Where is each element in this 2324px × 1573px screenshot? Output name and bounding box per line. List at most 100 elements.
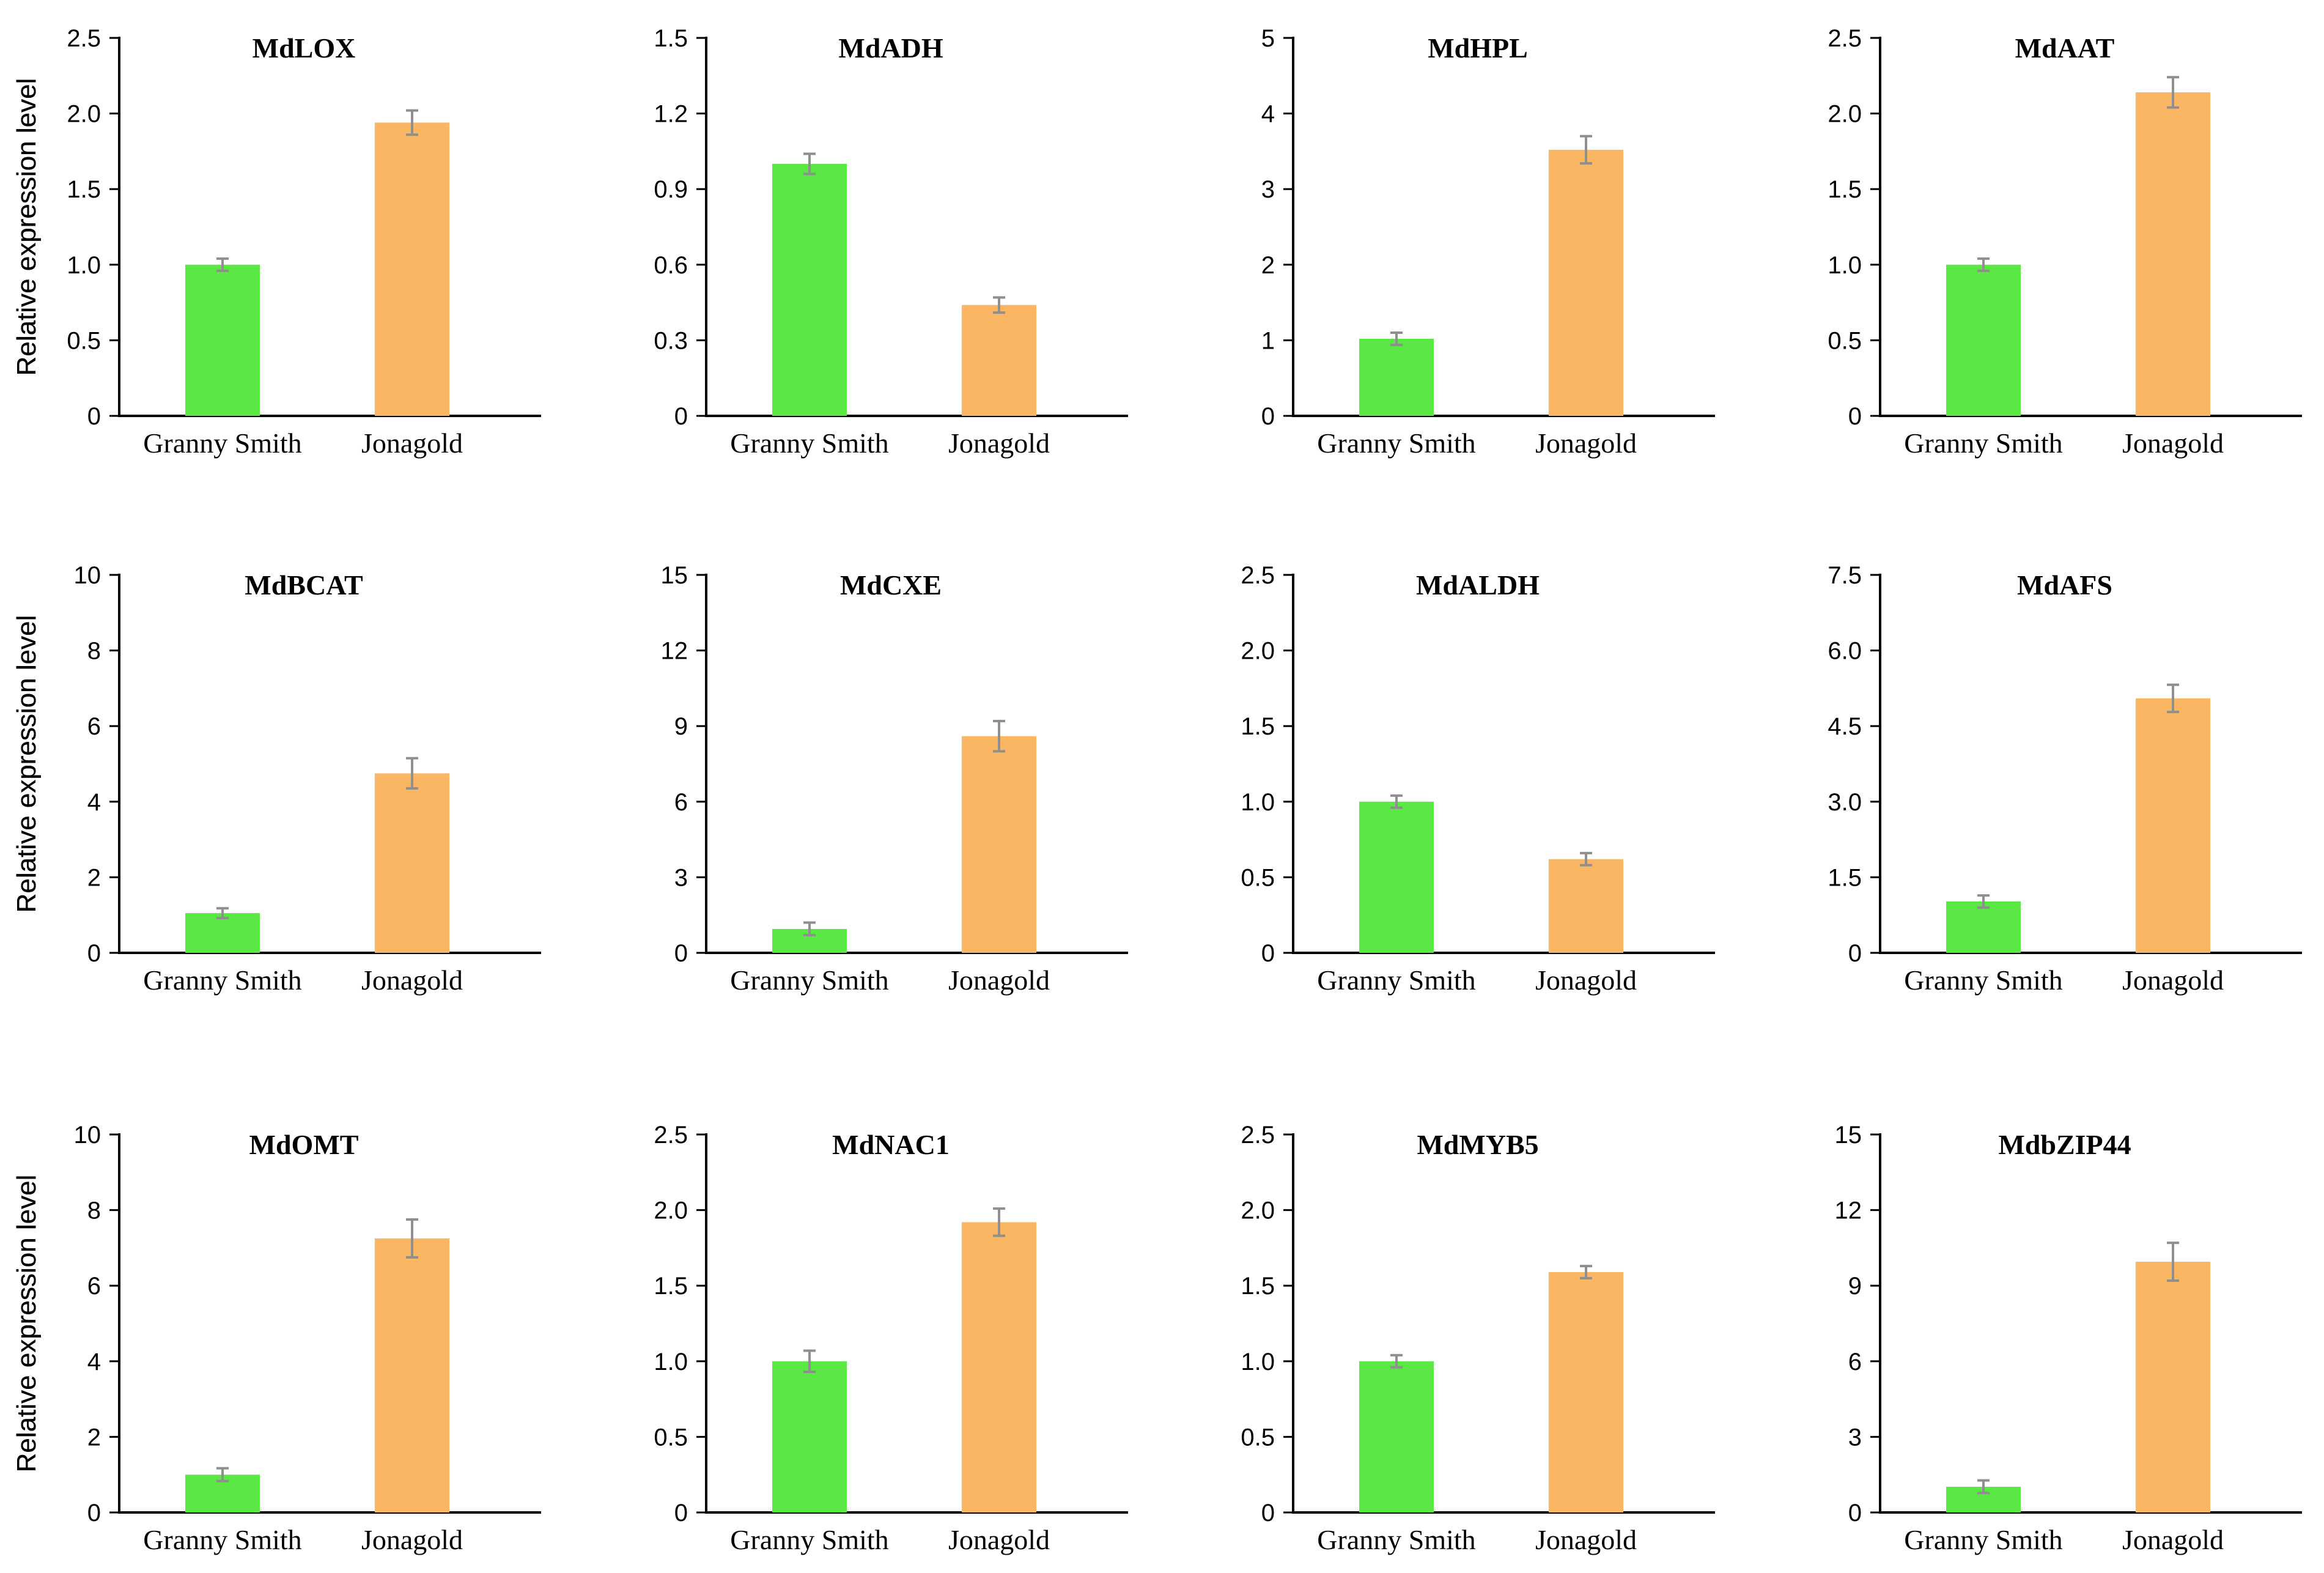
y-tick-label: 0.5: [1828, 327, 1862, 354]
y-tick-label: 6: [674, 789, 688, 816]
y-tick-label: 0.5: [1241, 1424, 1275, 1451]
y-tick-label: 0: [1261, 940, 1275, 967]
error-bar-jonagold: [406, 1218, 418, 1259]
bar-jonagold: [1549, 859, 1623, 953]
y-axis-label: Relative expression level: [12, 615, 42, 913]
chart-title: MdHPL: [1428, 32, 1528, 64]
x-tick-label: Jonagold: [1535, 1524, 1637, 1555]
x-tick-label: Granny Smith: [730, 964, 888, 996]
y-tick-label: 7.5: [1828, 562, 1862, 589]
y-tick-label: 2.5: [1828, 25, 1862, 52]
y-tick-label: 6.0: [1828, 638, 1862, 665]
error-bar-jonagold: [993, 296, 1005, 314]
error-bar-jonagold: [2167, 1242, 2179, 1282]
y-tick-label: 8: [87, 1197, 101, 1224]
y-tick-label: 0.5: [67, 327, 101, 354]
chart-panel-mdbzip44: 0 3 6 9 12 15 Relative expression level MdbZIP4…: [12, 1122, 2302, 1555]
y-tick-label: 1.0: [1241, 1349, 1275, 1375]
chart-panel-mdaat: 0 0.5 1.0 1.5 2.0 2.5 Relative expression leve…: [12, 25, 2302, 459]
x-tick-label: Granny Smith: [1904, 964, 2062, 996]
error-bar-jonagold: [2167, 683, 2179, 714]
bar-jonagold: [375, 122, 449, 416]
error-bar-granny-smith: [1977, 257, 1990, 272]
y-tick-label: 6: [1848, 1349, 1862, 1375]
y-tick-label: 0: [674, 403, 688, 430]
y-tick-label: 15: [661, 562, 688, 589]
y-axis-label: Relative expression level: [12, 1175, 42, 1473]
chart-panel-mdafs: 0 1.5 3.0 4.5 6.0 7.5 Relative expression leve…: [12, 562, 2302, 996]
error-bar-granny-smith: [1977, 1479, 1990, 1495]
y-tick-label: 1.0: [1241, 789, 1275, 816]
bar-granny-smith: [772, 164, 847, 416]
x-tick-label: Granny Smith: [1317, 964, 1475, 996]
error-bar-granny-smith: [803, 1349, 816, 1374]
bar-granny-smith: [1946, 901, 2021, 953]
y-tick-label: 3.0: [1828, 789, 1862, 816]
bar-jonagold: [375, 1238, 449, 1512]
y-tick-label: 6: [87, 713, 101, 740]
error-bar-jonagold: [406, 109, 418, 136]
y-tick-label: 2.5: [654, 1122, 688, 1149]
bar-jonagold: [1549, 1271, 1623, 1512]
y-axis-label: Relative expression level: [12, 78, 42, 376]
y-tick-label: 0: [1848, 403, 1862, 430]
y-tick-label: 0.9: [654, 176, 688, 203]
chart-panel-mdnac1: 0 0.5 1.0 1.5 2.0 2.5 Relative expression leve…: [12, 1122, 1128, 1555]
chart-title: MdMYB5: [1417, 1129, 1538, 1160]
y-tick-label: 1.2: [654, 101, 688, 128]
bar-jonagold: [375, 773, 449, 953]
y-tick-label: 1.5: [67, 176, 101, 203]
x-tick-label: Jonagold: [361, 964, 463, 996]
bar-granny-smith: [1359, 338, 1434, 416]
bar-granny-smith: [1359, 1361, 1434, 1512]
y-tick-label: 1.0: [67, 252, 101, 279]
x-tick-label: Granny Smith: [143, 964, 301, 996]
error-bar-granny-smith: [803, 921, 816, 937]
y-tick-label: 5: [1261, 25, 1275, 52]
x-tick-label: Jonagold: [948, 427, 1050, 459]
chart-panel-mdmyb5: 0 0.5 1.0 1.5 2.0 2.5 Relative expression leve…: [12, 1122, 1715, 1555]
y-tick-label: 4: [87, 1349, 101, 1375]
y-tick-label: 0: [87, 403, 101, 430]
y-axis-label: Relative expression level: [12, 1175, 42, 1473]
x-tick-label: Jonagold: [361, 1524, 463, 1555]
error-bar-granny-smith: [1390, 331, 1403, 346]
y-tick-label: 2: [87, 864, 101, 891]
y-tick-label: 2.5: [67, 25, 101, 52]
bar-jonagold: [962, 305, 1036, 416]
chart-title: MdCXE: [840, 569, 942, 601]
chart-title: MdbZIP44: [1998, 1129, 2131, 1160]
error-bar-granny-smith: [1977, 894, 1990, 909]
y-tick-label: 9: [674, 713, 688, 740]
y-axis-label: Relative expression level: [12, 615, 42, 913]
x-tick-label: Granny Smith: [1904, 1524, 2062, 1555]
x-tick-label: Granny Smith: [143, 1524, 301, 1555]
chart-title: MdOMT: [249, 1129, 359, 1160]
y-tick-label: 2: [87, 1424, 101, 1451]
y-axis-label: Relative expression level: [12, 615, 42, 913]
y-tick-label: 3: [674, 864, 688, 891]
chart-title: MdAFS: [2017, 569, 2112, 601]
y-tick-label: 1.5: [654, 25, 688, 52]
x-tick-label: Jonagold: [1535, 964, 1637, 996]
y-tick-label: 1.0: [654, 1349, 688, 1375]
x-tick-label: Jonagold: [948, 1524, 1050, 1555]
y-tick-label: 4: [87, 789, 101, 816]
error-bar-jonagold: [993, 719, 1005, 753]
x-tick-label: Granny Smith: [143, 427, 301, 459]
x-tick-label: Jonagold: [361, 427, 463, 459]
y-axis-label: Relative expression level: [12, 78, 42, 376]
y-tick-label: 1.0: [1828, 252, 1862, 279]
y-axis-label: Relative expression level: [12, 1175, 42, 1473]
bar-granny-smith: [185, 264, 260, 416]
y-tick-label: 12: [661, 638, 688, 665]
y-tick-label: 0.6: [654, 252, 688, 279]
y-tick-label: 2.0: [1241, 1197, 1275, 1224]
y-tick-label: 10: [74, 1122, 101, 1149]
error-bar-jonagold: [406, 757, 418, 790]
x-tick-label: Jonagold: [2122, 964, 2224, 996]
y-tick-label: 2: [1261, 252, 1275, 279]
y-tick-label: 0: [674, 940, 688, 967]
x-tick-label: Jonagold: [2122, 427, 2224, 459]
